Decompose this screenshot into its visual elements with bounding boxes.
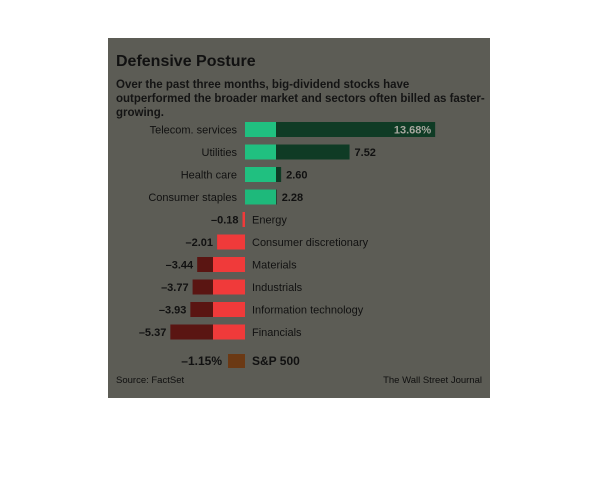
value-label: 2.60 [286,170,307,182]
benchmark-value-label: –1.15% [181,354,222,368]
category-label: Utilities [202,147,238,159]
value-label: –5.37 [139,327,167,339]
category-label: Information technology [252,305,364,317]
category-label: Consumer staples [148,192,237,204]
category-label: Industrials [252,282,303,294]
chart-subtitle: Over the past three months, big-dividend… [116,79,485,119]
category-label: Materials [252,260,297,272]
value-label: –2.01 [186,237,214,249]
benchmark-label: S&P 500 [252,354,300,368]
bar-highlight-8 [213,302,245,317]
value-label: –0.18 [211,215,239,227]
bar-highlight-1 [245,144,276,160]
category-label: Financials [252,327,302,339]
value-label: 13.68% [394,125,432,137]
value-label: 2.28 [282,192,303,204]
bar-highlight-3 [245,189,276,205]
value-label: –3.93 [159,305,187,317]
bar-highlight-7 [213,279,245,295]
publisher-credit: The Wall Street Journal [383,375,482,386]
category-label: Health care [181,170,237,182]
bar-highlight-6 [213,257,245,272]
bar-highlight-4 [242,212,245,227]
category-label: Consumer discretionary [252,237,369,249]
chart-card: Defensive Posture Over the past three mo… [108,38,490,398]
bar-chart: Telecom. services 13.68% Utilities 7.52 Heal… [139,122,436,368]
value-label: –3.77 [161,282,189,294]
bar-highlight-5 [217,234,245,250]
bar-highlight-9 [213,324,245,340]
bar-highlight-2 [245,167,276,182]
value-label: 7.52 [355,147,376,159]
benchmark-bar [228,354,245,368]
category-label: Energy [252,215,287,227]
chart-title: Defensive Posture [116,53,256,70]
value-label: –3.44 [166,260,194,272]
source-note: Source: FactSet [116,375,185,386]
category-label: Telecom. services [150,125,238,137]
bar-highlight-0 [245,122,276,137]
bar-0 [245,122,436,137]
